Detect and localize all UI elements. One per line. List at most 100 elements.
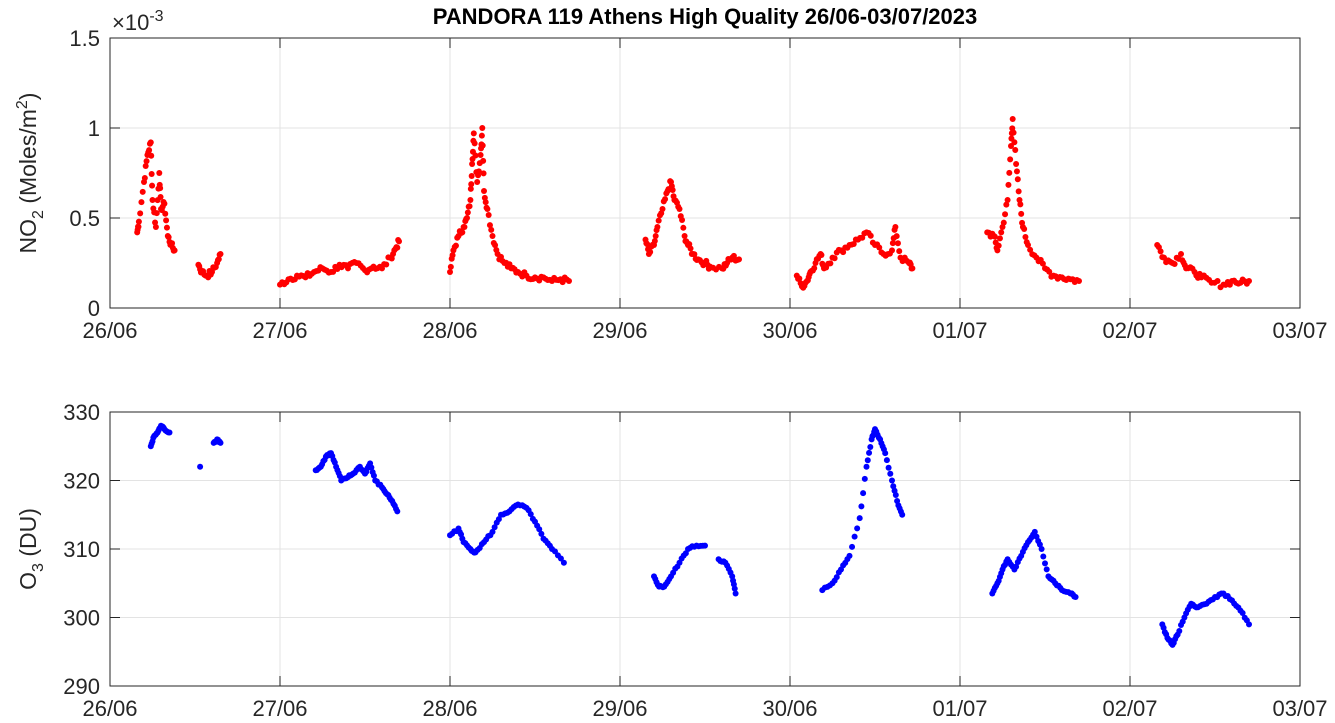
x-tick-label: 02/07 [1102,318,1157,343]
data-point [876,244,883,251]
data-point [157,193,164,200]
data-point [899,511,906,518]
y-tick-label: 1.5 [69,26,100,51]
data-point [479,142,486,149]
data-point [654,224,661,230]
data-point [148,170,155,177]
data-point [156,170,163,176]
data-point [1031,528,1038,535]
data-point [486,222,493,229]
y-tick-label: 330 [63,400,100,425]
data-point [217,251,224,257]
data-point [1014,176,1021,183]
data-point [702,542,708,549]
data-point [468,181,475,188]
data-point [1009,116,1016,122]
data-point [143,158,150,165]
data-point [138,199,145,206]
data-point [1018,210,1025,217]
data-point [459,229,466,236]
data-point [1246,621,1252,628]
x-tick-label: 30/06 [762,318,817,343]
y-tick-label: 300 [63,606,100,631]
data-point [885,464,892,471]
no2-axes: 26/06 27/06 28/06 29/06 30/06 01/07 02/07 03/07… [69,26,1327,343]
data-point [893,233,900,240]
data-point [461,223,468,230]
data-point [472,152,479,159]
data-point [469,161,476,167]
data-point [149,182,156,189]
data-point [1000,219,1007,226]
data-point [1021,225,1028,232]
data-point [909,265,916,272]
data-point [478,132,485,139]
data-point [152,224,159,230]
data-point [447,269,453,275]
data-point [479,125,486,131]
data-point [215,256,222,263]
y-tick-label: 1 [88,116,100,141]
data-point [991,233,998,240]
data-point [153,210,160,217]
data-point [152,219,159,226]
data-point [831,255,838,262]
data-point [818,252,825,259]
data-point [1042,560,1048,567]
data-point [883,457,890,464]
data-point [882,450,889,457]
data-point [471,140,478,147]
x-tick-label: 29/06 [592,318,647,343]
x-tick-label: 01/07 [932,696,987,721]
data-point [157,185,164,192]
data-point [464,215,470,221]
data-point [1012,147,1019,154]
data-point [731,585,738,592]
x-tick-label: 27/06 [252,318,307,343]
data-point [850,241,857,248]
data-point [1005,181,1012,188]
data-point [394,244,401,251]
data-point [994,247,1001,254]
data-point [647,249,654,256]
data-point [492,242,499,249]
data-point [1002,211,1009,218]
x-tick-label: 02/07 [1102,696,1157,721]
data-point [676,206,683,212]
data-point [538,530,545,537]
data-point [651,238,658,245]
data-point [858,503,865,510]
data-point [217,439,224,446]
data-point [691,251,698,258]
x-tick-label: 03/07 [1272,318,1327,343]
data-point [811,265,818,272]
data-point [1011,139,1018,146]
data-point [480,157,487,164]
data-point [481,188,487,194]
data-point [536,526,543,533]
data-point [1004,197,1011,203]
data-point [864,457,871,464]
data-point [566,278,572,284]
data-point [680,224,687,231]
data-point [466,203,473,210]
data-point [1013,161,1020,167]
chart-title: PANDORA 119 Athens High Quality 26/06-03… [433,4,978,29]
data-point [149,197,156,203]
data-point [491,524,498,531]
data-point [851,533,858,540]
data-point [147,139,154,146]
data-point [896,248,903,255]
data-point [163,224,170,231]
data-point [1006,169,1013,176]
x-tick-label: 28/06 [422,696,477,721]
data-point [655,217,662,224]
y-tick-label: 320 [63,469,100,494]
data-point [468,172,475,179]
data-point [681,233,688,239]
data-point [137,210,144,217]
data-point [452,242,459,249]
data-point [1040,553,1047,560]
x-tick-label: 28/06 [422,318,477,343]
